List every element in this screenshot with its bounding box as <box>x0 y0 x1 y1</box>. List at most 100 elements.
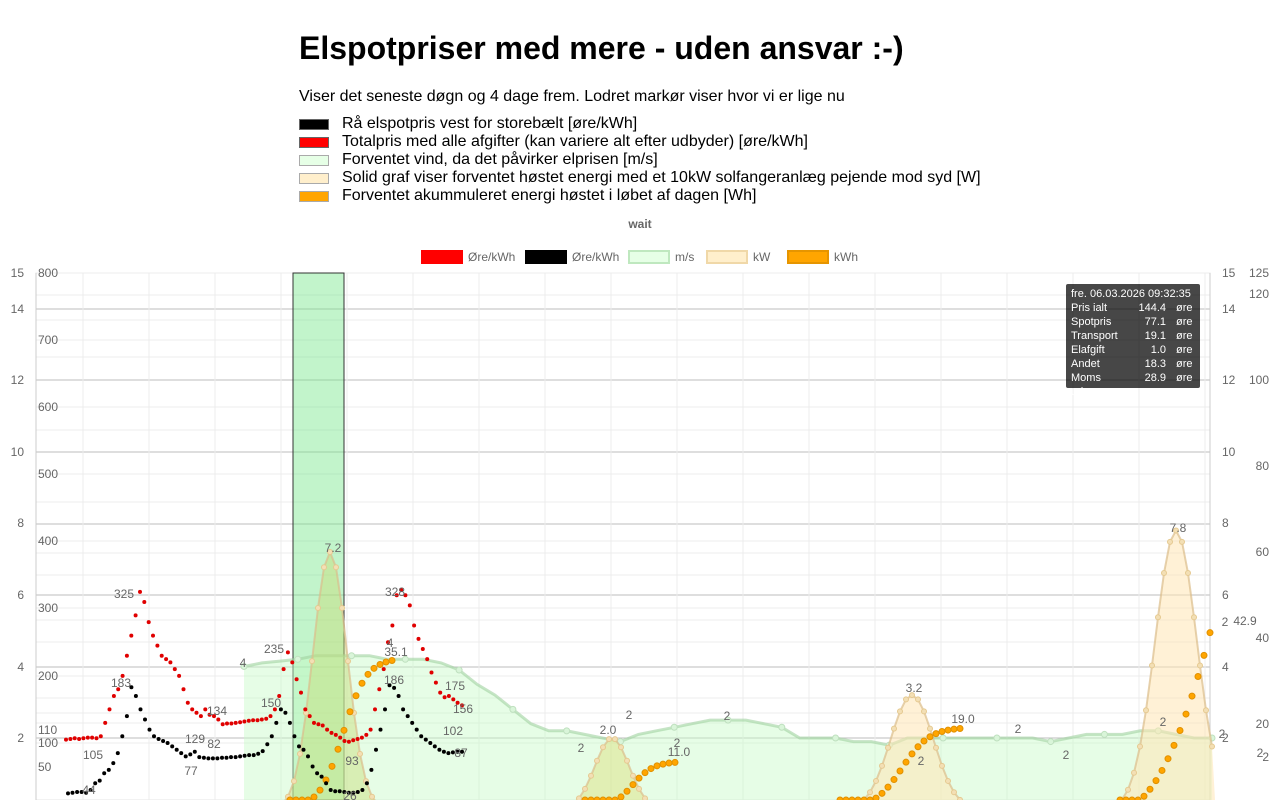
chart-legend-swatch[interactable] <box>706 250 748 264</box>
tooltip-row-value: 77.1 <box>1144 316 1166 328</box>
spot-price-point <box>383 707 387 712</box>
accum-point <box>659 760 667 768</box>
chart-legend-swatch[interactable] <box>525 250 567 264</box>
axis-tick-price: 200 <box>38 669 58 683</box>
total-price-point <box>146 620 151 625</box>
spot-price-point <box>138 707 143 712</box>
wind-point <box>670 723 678 731</box>
data-label: 2 <box>626 708 633 722</box>
total-price-point <box>446 694 451 698</box>
tooltip-row: Elafgift 1.0 øre <box>1071 343 1195 357</box>
wind-point <box>455 666 463 674</box>
accum-point <box>629 781 637 789</box>
wind-point <box>993 734 1001 742</box>
accum-point <box>334 745 342 753</box>
spot-price-point <box>229 755 233 760</box>
chart-legend-label[interactable]: kWh <box>834 250 858 264</box>
accum-point <box>587 796 595 800</box>
legend-row-accum: Forventet akummuleret energi høstet i lø… <box>299 187 1099 205</box>
accum-point <box>890 776 898 784</box>
spot-price-point <box>197 755 202 760</box>
chart-legend-label[interactable]: kW <box>753 250 771 264</box>
accum-point <box>581 796 589 800</box>
axis-tick-price: 300 <box>38 601 58 615</box>
total-price-point <box>333 732 338 737</box>
accum-point <box>908 750 916 758</box>
solar-point <box>1137 743 1143 750</box>
data-label: 2 <box>1063 748 1070 762</box>
accum-point <box>872 794 880 800</box>
spot-price-point <box>342 790 347 794</box>
total-price-point <box>168 660 173 665</box>
accum-point <box>926 733 934 741</box>
tooltip-row-label: Andet <box>1071 358 1100 370</box>
total-price-point <box>442 695 447 700</box>
total-price-point <box>85 735 90 740</box>
header: Elspotpriser med mere - uden ansvar :-) … <box>299 28 1099 205</box>
chart-legend[interactable]: Øre/kWh Øre/kWh m/s kW kWh <box>421 250 858 264</box>
axis-tick-price: 600 <box>38 400 58 414</box>
spot-price-point <box>446 751 451 756</box>
accum-point <box>665 759 673 767</box>
chart-legend-label[interactable]: m/s <box>675 250 694 264</box>
chart-legend-label[interactable]: Øre/kWh <box>468 250 515 264</box>
total-price-point <box>407 603 412 608</box>
data-label: 4 <box>240 656 247 670</box>
total-price-point <box>129 633 134 638</box>
total-price-point <box>138 589 142 594</box>
spot-price-point <box>346 790 351 795</box>
total-price-point <box>77 737 82 741</box>
data-label: 150 <box>261 696 281 710</box>
wind-point <box>294 655 302 663</box>
total-price-point <box>225 721 229 726</box>
chart-legend-swatch[interactable] <box>421 250 463 264</box>
accum-point <box>878 789 886 797</box>
spot-price-point <box>396 694 401 698</box>
now-band-rect <box>292 272 345 800</box>
axis-tick-price: 500 <box>38 467 58 481</box>
axis-tick-price: 100 <box>38 736 58 750</box>
legend-row-solar: Solid graf viser forventet høstet energi… <box>299 169 1099 187</box>
axis-tick-kwh: 60 <box>1256 545 1270 559</box>
total-price-point <box>386 640 390 645</box>
accum-point <box>848 796 856 800</box>
chart-legend-label[interactable]: Øre/kWh <box>572 250 619 264</box>
accum-point <box>340 726 348 734</box>
accum-point <box>944 726 952 734</box>
legend-swatch-solar <box>299 172 329 184</box>
total-price-point <box>212 714 216 719</box>
data-label: 105 <box>83 748 103 762</box>
accum-point <box>1128 796 1136 800</box>
wind-series <box>240 652 1216 800</box>
spot-price-point <box>460 749 464 754</box>
axis-tick-kw-left: 2 <box>17 731 24 745</box>
total-price-point <box>120 673 125 678</box>
spot-price-point <box>278 707 283 712</box>
spot-price-point <box>111 761 116 766</box>
spot-price-point <box>242 753 247 758</box>
wind-point <box>1047 738 1055 746</box>
solar-point <box>1203 707 1209 714</box>
solar-point <box>933 744 939 751</box>
solar-point <box>885 744 891 751</box>
spot-price-point <box>152 734 156 739</box>
tooltip-row-unit: øre <box>1176 316 1193 328</box>
spot-price-point <box>84 790 89 795</box>
chart-legend-swatch[interactable] <box>628 250 670 264</box>
chart-legend-swatch[interactable] <box>787 250 829 264</box>
spot-price-point <box>287 720 292 725</box>
total-price-point <box>94 736 99 741</box>
spot-price-point <box>170 744 175 749</box>
legend-swatch-spot <box>299 118 329 130</box>
spot-price-point <box>133 694 138 698</box>
total-price-point <box>194 710 199 715</box>
accum-point <box>1194 673 1202 681</box>
tooltip-row-unit: øre <box>1176 330 1193 342</box>
accum-point <box>286 796 294 800</box>
data-label: 2 <box>674 736 681 750</box>
total-price-point <box>373 707 377 712</box>
solar-point <box>891 725 897 732</box>
total-price-point <box>420 647 425 651</box>
spot-price-point <box>129 685 134 690</box>
